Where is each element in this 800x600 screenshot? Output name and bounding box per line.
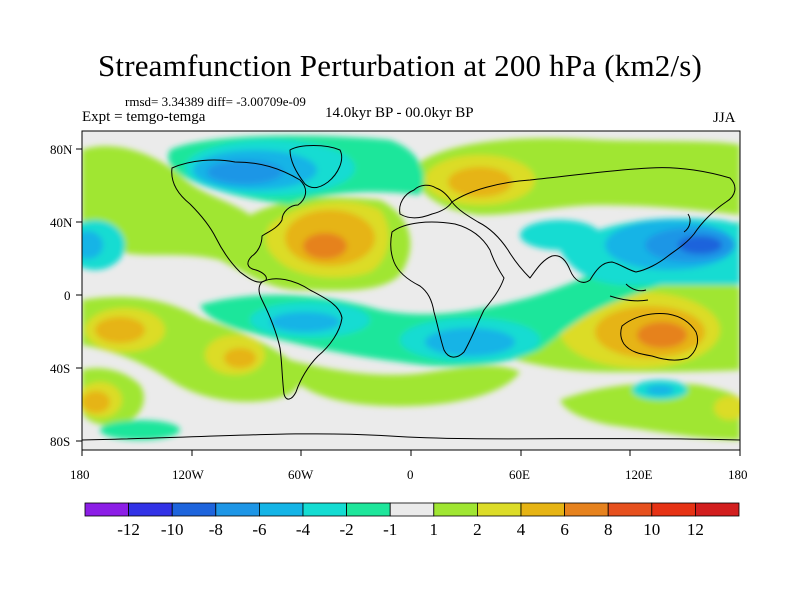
streamfunction-field [82,131,740,450]
coastline-south-america [258,278,343,400]
colorbar-swatch [607,502,653,517]
lat-tick-label-80S: 80S [50,434,71,449]
colorbar-swatch [651,502,696,517]
colorbar-tick-label: -2 [340,520,354,539]
colorbar-swatch [476,502,522,517]
coastline-north-america [171,159,307,283]
colorbar-swatch [258,502,304,517]
coastline-eurasia [451,167,736,283]
positive-core-asia-orange [448,167,512,197]
colorbar-swatch [215,502,260,517]
positive-core-east-pacific-orange [95,317,145,343]
season-label: JJA [713,110,736,126]
negative-core-africa-lightblue [425,328,515,356]
colorbar-tick-label: -8 [209,520,223,539]
colorbar-tick-label: 8 [604,520,613,539]
coastline-greenland [289,145,343,189]
positive-band-southern-ocean [560,383,740,440]
colorbar-swatch [695,502,740,517]
lat-tick-label-80N: 80N [50,142,73,157]
coastlines [82,145,740,441]
positive-core-southern-ocean-yellow [714,396,740,420]
colorbar-tick-label: 10 [643,520,660,539]
negative-core-east-pacific-lightblue [82,231,103,259]
negative-core-south-pacific-cyan [100,420,180,440]
colorbar-swatch [389,502,435,517]
colorbar-swatch [84,502,129,517]
positive-core-atlantic-red [303,233,347,259]
colorbar-tick-label: -10 [161,520,184,539]
lon-tick-label-0: 0 [407,467,414,482]
lat-tick-label-0: 0 [64,288,71,303]
colorbar-swatch [128,502,173,517]
lon-tick-label-60E: 60E [509,467,530,482]
colorbar-swatch [302,502,347,517]
lon-tick-label-120W: 120W [172,467,204,482]
positive-core-australia-red [637,322,687,348]
lon-tick-label-120E: 120E [625,467,653,482]
lat-tick-label-40S: 40S [50,361,71,376]
stats-line: rmsd= 3.34389 diff= -3.00709e-09 [125,94,306,109]
coastline-antarctica [82,433,740,441]
coastline-africa [390,221,505,358]
experiment-label: Expt = temgo-temga [82,109,206,125]
negative-core-south-america-lightblue [270,312,340,332]
colorbar-tick-label: 2 [473,520,482,539]
negative-core-southern-ocean-lightblue [646,385,674,395]
colorbar-swatch [171,502,217,517]
colorbar-tick-label: 4 [517,520,526,539]
colorbar-tick-label: 12 [687,520,704,539]
colorbar-tick-label: -12 [117,520,140,539]
colorbar-swatch [520,502,565,517]
positive-core-sw-pacific-orange [82,391,110,413]
negative-core-greenland-blue [207,160,283,184]
coastline-australia [620,313,699,361]
colorbar-swatch [433,502,478,517]
coastline-indonesia [609,283,649,302]
positive-band-south-atlantic [290,360,520,407]
colorbar-tick-label: -1 [383,520,397,539]
positive-core-south-pacific-orange [224,348,256,368]
period-label: 14.0kyr BP - 00.0kyr BP [325,105,474,121]
colorbar-tick-label: 6 [560,520,569,539]
colorbar-swatch [564,502,609,517]
negative-core-indian-ocean [520,220,600,250]
lon-tick-label-60W: 60W [288,467,314,482]
colorbar-tick-label: -4 [296,520,311,539]
lon-tick-label-180e: 180 [728,467,748,482]
figure-title: Streamfunction Perturbation at 200 hPa (… [97,48,703,83]
coastline-japan [683,213,691,233]
colorbar-swatch [346,502,391,517]
axis-ticks [76,148,741,456]
colorbar-tick-label: 1 [430,520,439,539]
lon-tick-label-180w: 180 [70,467,90,482]
lat-tick-label-40N: 40N [50,215,73,230]
colorbar-tick-label: -6 [252,520,266,539]
coastline-europe [399,184,453,219]
negative-core-west-pacific-darkblue [678,236,722,254]
colorbar: -12 -10 -8 -6 -4 -2 -1 1 2 4 6 8 10 12 [84,502,740,539]
